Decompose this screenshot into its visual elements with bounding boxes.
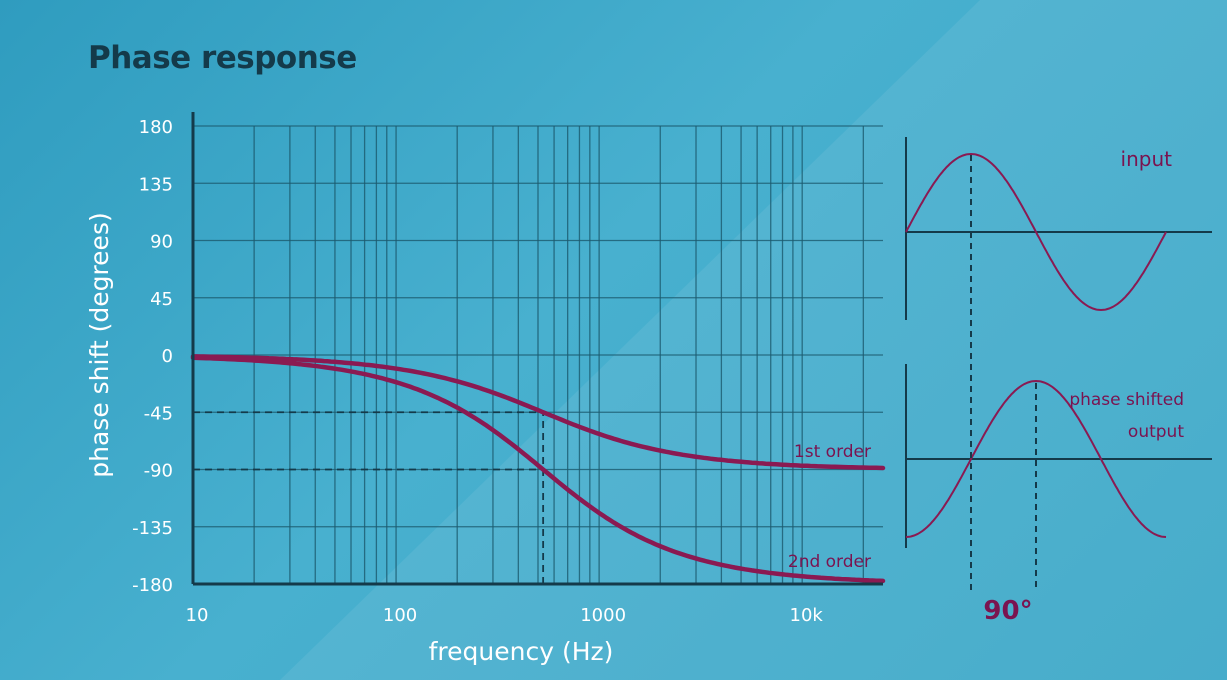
- phase-difference-label: 90°: [983, 596, 1032, 626]
- output-sine-wave: [905, 379, 1167, 538]
- x-tick-label: 1000: [580, 605, 626, 626]
- y-tick-label: -180: [132, 575, 173, 596]
- x-axis-title: frequency (Hz): [429, 637, 614, 666]
- reference-lines: [193, 411, 545, 584]
- y-tick-label: 90: [150, 232, 173, 253]
- y-tick-label: -135: [132, 518, 173, 539]
- y-tick-label: 180: [139, 117, 173, 138]
- input-sine-wave: [905, 152, 1167, 312]
- y-tick-label: 0: [162, 346, 173, 367]
- series-curves: [190, 354, 886, 584]
- series-line-1st-order: [190, 354, 886, 471]
- series-label-1st-order: 1st order: [794, 442, 871, 462]
- x-tick-label: 10: [186, 605, 209, 626]
- series-label-2nd-order: 2nd order: [788, 552, 871, 572]
- tick-labels: 180 135 90 45 0 -45 -90 -135 -180 10 100 1000 10k: [132, 117, 823, 626]
- chart-axes: [191, 112, 883, 586]
- y-tick-label: -90: [144, 461, 173, 482]
- y-tick-label: -45: [144, 403, 173, 424]
- y-tick-label: 45: [150, 289, 173, 310]
- phase-response-chart: 180 135 90 45 0 -45 -90 -135 -180 10 100 1000 10k fr…: [85, 112, 886, 666]
- output-label-line2: output: [1128, 422, 1184, 442]
- y-axis-title: phase shift (degrees): [85, 212, 114, 477]
- series-line-2nd-order: [190, 355, 886, 584]
- x-tick-label: 100: [383, 605, 417, 626]
- input-label: input: [1121, 147, 1173, 171]
- y-tick-label: 135: [139, 174, 173, 195]
- page-title: Phase response: [88, 40, 357, 76]
- x-tick-label: 10k: [790, 605, 824, 626]
- output-label-line1: phase shifted: [1069, 390, 1184, 410]
